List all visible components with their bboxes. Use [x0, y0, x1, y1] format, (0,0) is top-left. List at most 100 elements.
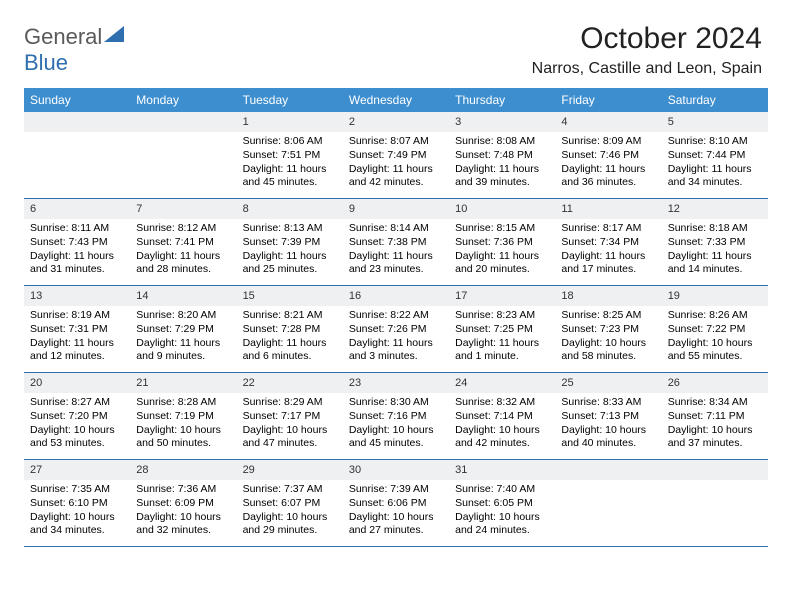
day-number: 25 [555, 373, 661, 393]
day-body: Sunrise: 8:28 AMSunset: 7:19 PMDaylight:… [130, 393, 236, 455]
sunset-line: Sunset: 7:49 PM [349, 149, 443, 163]
day-body: Sunrise: 8:15 AMSunset: 7:36 PMDaylight:… [449, 219, 555, 281]
sunset-line: Sunset: 7:14 PM [455, 410, 549, 424]
day-cell [24, 112, 130, 198]
daylight-line: Daylight: 10 hours and 45 minutes. [349, 424, 443, 451]
day-body: Sunrise: 7:37 AMSunset: 6:07 PMDaylight:… [237, 480, 343, 542]
day-cell [130, 112, 236, 198]
sunset-line: Sunset: 7:41 PM [136, 236, 230, 250]
daylight-line: Daylight: 10 hours and 53 minutes. [30, 424, 124, 451]
day-body: Sunrise: 7:36 AMSunset: 6:09 PMDaylight:… [130, 480, 236, 542]
daylight-line: Daylight: 11 hours and 1 minute. [455, 337, 549, 364]
day-body: Sunrise: 8:13 AMSunset: 7:39 PMDaylight:… [237, 219, 343, 281]
sunrise-line: Sunrise: 7:39 AM [349, 483, 443, 497]
day-cell: 31Sunrise: 7:40 AMSunset: 6:05 PMDayligh… [449, 460, 555, 546]
day-body: Sunrise: 8:17 AMSunset: 7:34 PMDaylight:… [555, 219, 661, 281]
sunrise-line: Sunrise: 8:33 AM [561, 396, 655, 410]
day-cell: 9Sunrise: 8:14 AMSunset: 7:38 PMDaylight… [343, 199, 449, 285]
day-body: Sunrise: 8:06 AMSunset: 7:51 PMDaylight:… [237, 132, 343, 194]
sunset-line: Sunset: 7:39 PM [243, 236, 337, 250]
day-number: 18 [555, 286, 661, 306]
day-number: 7 [130, 199, 236, 219]
sunrise-line: Sunrise: 8:27 AM [30, 396, 124, 410]
day-body: Sunrise: 8:25 AMSunset: 7:23 PMDaylight:… [555, 306, 661, 368]
day-cell: 26Sunrise: 8:34 AMSunset: 7:11 PMDayligh… [662, 373, 768, 459]
daylight-line: Daylight: 11 hours and 45 minutes. [243, 163, 337, 190]
day-number: 15 [237, 286, 343, 306]
month-title: October 2024 [24, 22, 762, 56]
day-body: Sunrise: 7:35 AMSunset: 6:10 PMDaylight:… [24, 480, 130, 542]
sunrise-line: Sunrise: 8:19 AM [30, 309, 124, 323]
day-body: Sunrise: 8:07 AMSunset: 7:49 PMDaylight:… [343, 132, 449, 194]
day-cell: 4Sunrise: 8:09 AMSunset: 7:46 PMDaylight… [555, 112, 661, 198]
day-cell [662, 460, 768, 546]
day-cell: 1Sunrise: 8:06 AMSunset: 7:51 PMDaylight… [237, 112, 343, 198]
sunset-line: Sunset: 6:07 PM [243, 497, 337, 511]
sunset-line: Sunset: 6:06 PM [349, 497, 443, 511]
day-cell: 30Sunrise: 7:39 AMSunset: 6:06 PMDayligh… [343, 460, 449, 546]
daylight-line: Daylight: 10 hours and 32 minutes. [136, 511, 230, 538]
dow-label: Tuesday [237, 88, 343, 112]
sunset-line: Sunset: 7:11 PM [668, 410, 762, 424]
day-number [130, 112, 236, 132]
sunrise-line: Sunrise: 8:21 AM [243, 309, 337, 323]
daylight-line: Daylight: 11 hours and 31 minutes. [30, 250, 124, 277]
day-cell: 12Sunrise: 8:18 AMSunset: 7:33 PMDayligh… [662, 199, 768, 285]
day-body: Sunrise: 8:10 AMSunset: 7:44 PMDaylight:… [662, 132, 768, 194]
week-row: 20Sunrise: 8:27 AMSunset: 7:20 PMDayligh… [24, 373, 768, 460]
day-cell: 15 Sunrise: 8:21 AMSunset: 7:28 PMDayligh… [237, 286, 343, 372]
sunset-line: Sunset: 7:44 PM [668, 149, 762, 163]
day-cell: 25Sunrise: 8:33 AMSunset: 7:13 PMDayligh… [555, 373, 661, 459]
sunset-line: Sunset: 7:36 PM [455, 236, 549, 250]
day-body: Sunrise: 7:40 AMSunset: 6:05 PMDaylight:… [449, 480, 555, 542]
day-cell: 5Sunrise: 8:10 AMSunset: 7:44 PMDaylight… [662, 112, 768, 198]
sunset-line: Sunset: 6:05 PM [455, 497, 549, 511]
day-body: Sunrise: 8:19 AMSunset: 7:31 PMDaylight:… [24, 306, 130, 368]
sunset-line: Sunset: 7:20 PM [30, 410, 124, 424]
day-number [662, 460, 768, 480]
day-number: 4 [555, 112, 661, 132]
day-cell: 2Sunrise: 8:07 AMSunset: 7:49 PMDaylight… [343, 112, 449, 198]
sunrise-line: Sunrise: 7:35 AM [30, 483, 124, 497]
sunrise-line: Sunrise: 8:34 AM [668, 396, 762, 410]
sunset-line: Sunset: 7:46 PM [561, 149, 655, 163]
sunrise-line: Sunrise: 8:06 AM [243, 135, 337, 149]
day-number: 6 [24, 199, 130, 219]
daylight-line: Daylight: 11 hours and 9 minutes. [136, 337, 230, 364]
day-of-week-header: SundayMondayTuesdayWednesdayThursdayFrid… [24, 88, 768, 112]
sunset-line: Sunset: 7:13 PM [561, 410, 655, 424]
daylight-line: Daylight: 11 hours and 3 minutes. [349, 337, 443, 364]
day-number: 20 [24, 373, 130, 393]
sunrise-line: Sunrise: 8:30 AM [349, 396, 443, 410]
day-body: Sunrise: 8:08 AMSunset: 7:48 PMDaylight:… [449, 132, 555, 194]
day-number: 5 [662, 112, 768, 132]
day-body: Sunrise: 8:26 AMSunset: 7:22 PMDaylight:… [662, 306, 768, 368]
day-body: Sunrise: 8:23 AMSunset: 7:25 PMDaylight:… [449, 306, 555, 368]
day-cell: 16Sunrise: 8:22 AMSunset: 7:26 PMDayligh… [343, 286, 449, 372]
sunset-line: Sunset: 6:09 PM [136, 497, 230, 511]
daylight-line: Daylight: 11 hours and 6 minutes. [243, 337, 337, 364]
daylight-line: Daylight: 10 hours and 24 minutes. [455, 511, 549, 538]
day-number: 27 [24, 460, 130, 480]
dow-label: Sunday [24, 88, 130, 112]
sunset-line: Sunset: 7:51 PM [243, 149, 337, 163]
day-body: Sunrise: 8:27 AMSunset: 7:20 PMDaylight:… [24, 393, 130, 455]
dow-label: Monday [130, 88, 236, 112]
day-body: Sunrise: 8:32 AMSunset: 7:14 PMDaylight:… [449, 393, 555, 455]
sunrise-line: Sunrise: 8:32 AM [455, 396, 549, 410]
sunrise-line: Sunrise: 7:37 AM [243, 483, 337, 497]
day-body [130, 132, 236, 192]
sunset-line: Sunset: 7:28 PM [243, 323, 337, 337]
sunset-line: Sunset: 7:29 PM [136, 323, 230, 337]
day-body: Sunrise: 8:11 AMSunset: 7:43 PMDaylight:… [24, 219, 130, 281]
sunrise-line: Sunrise: 8:17 AM [561, 222, 655, 236]
sunrise-line: Sunrise: 8:18 AM [668, 222, 762, 236]
daylight-line: Daylight: 11 hours and 34 minutes. [668, 163, 762, 190]
sunset-line: Sunset: 7:38 PM [349, 236, 443, 250]
sunrise-line: Sunrise: 8:10 AM [668, 135, 762, 149]
week-row: 1Sunrise: 8:06 AMSunset: 7:51 PMDaylight… [24, 112, 768, 199]
day-number: 30 [343, 460, 449, 480]
daylight-line: Daylight: 10 hours and 42 minutes. [455, 424, 549, 451]
daylight-line: Daylight: 11 hours and 36 minutes. [561, 163, 655, 190]
sunrise-line: Sunrise: 8:07 AM [349, 135, 443, 149]
